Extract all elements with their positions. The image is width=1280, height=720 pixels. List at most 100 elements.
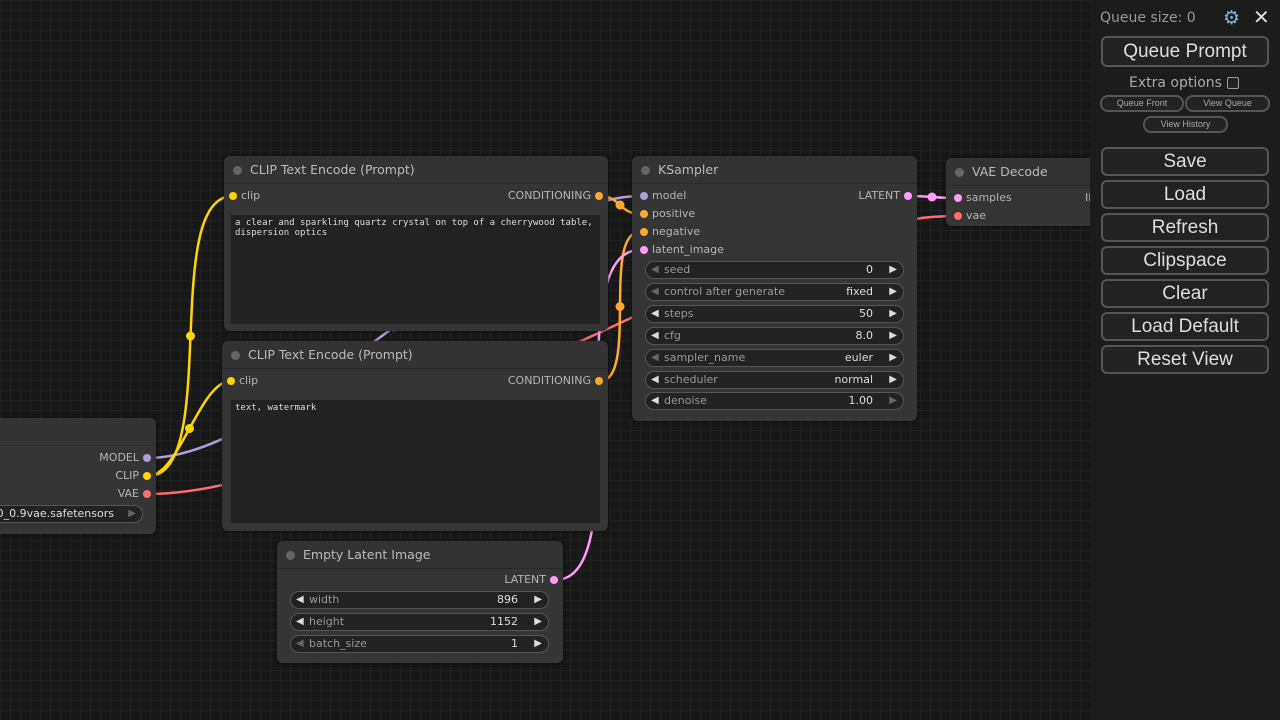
slot-label: clip: [241, 189, 261, 202]
checkpoint-loader-node[interactable]: MODEL CLIP VAE .0_0.9vae.safetensors ▶: [0, 418, 156, 534]
input-negative[interactable]: negative: [635, 225, 700, 239]
input-clip[interactable]: clip: [222, 374, 258, 388]
clipspace-button[interactable]: Clipspace: [1101, 246, 1269, 275]
node-title[interactable]: CLIP Text Encode (Prompt): [222, 341, 608, 369]
widget-denoise[interactable]: ◀ denoise 1.00 ▶: [645, 392, 904, 411]
arrow-right-icon[interactable]: ▶: [889, 285, 897, 297]
node-title[interactable]: Empty Latent Image: [277, 541, 563, 569]
arrow-left-icon[interactable]: ◀: [296, 594, 304, 605]
node-title[interactable]: CLIP Text Encode (Prompt): [224, 156, 608, 184]
output-model[interactable]: MODEL: [99, 451, 156, 465]
save-button[interactable]: Save: [1101, 147, 1269, 176]
input-model[interactable]: model: [635, 189, 686, 203]
widget-control-after-generate[interactable]: ◀ control after generate fixed ▶: [645, 282, 904, 301]
arrow-right-icon[interactable]: ▶: [889, 395, 897, 407]
arrow-left-icon[interactable]: ◀: [296, 616, 304, 627]
extra-options-checkbox[interactable]: [1227, 77, 1239, 89]
output-clip[interactable]: CLIP: [115, 469, 156, 483]
arrow-right-icon[interactable]: ▶: [889, 373, 897, 385]
widget-scheduler[interactable]: ◀ scheduler normal ▶: [645, 370, 904, 389]
widget-batch-size[interactable]: ◀ batch_size 1 ▶: [290, 635, 549, 653]
arrow-right-icon[interactable]: ▶: [128, 508, 136, 519]
extra-options-label: Extra options: [1129, 75, 1222, 91]
arrow-left-icon[interactable]: ◀: [651, 395, 659, 407]
ksampler-node[interactable]: KSampler model positive negative latent_…: [632, 156, 917, 421]
vae-decode-node[interactable]: VAE Decode samples vae IM: [946, 158, 1090, 226]
input-samples[interactable]: samples: [949, 191, 1012, 205]
arrow-right-icon[interactable]: ▶: [534, 616, 542, 627]
refresh-button[interactable]: Refresh: [1101, 213, 1269, 242]
widget-seed[interactable]: ◀ seed 0 ▶: [645, 261, 904, 279]
slot-label: negative: [652, 225, 701, 238]
arrow-left-icon[interactable]: ◀: [296, 638, 304, 649]
input-clip[interactable]: clip: [224, 189, 260, 203]
arrow-right-icon[interactable]: ▶: [889, 264, 897, 275]
widget-sampler-name[interactable]: ◀ sampler_name euler ▶: [645, 348, 904, 367]
view-history-button[interactable]: View History: [1143, 116, 1228, 133]
arrow-left-icon[interactable]: ◀: [651, 307, 659, 319]
output-vae[interactable]: VAE: [118, 487, 156, 501]
clip-text-encode-positive-node[interactable]: CLIP Text Encode (Prompt) clip CONDITION…: [224, 156, 608, 331]
widget-cfg[interactable]: ◀ cfg 8.0 ▶: [645, 326, 904, 345]
output-conditioning[interactable]: CONDITIONING: [508, 189, 608, 203]
clear-button[interactable]: Clear: [1101, 279, 1269, 308]
output-image[interactable]: IM: [1085, 191, 1090, 205]
arrow-right-icon[interactable]: ▶: [534, 638, 542, 649]
input-positive[interactable]: positive: [635, 207, 695, 221]
node-title[interactable]: VAE Decode: [946, 158, 1090, 186]
widget-steps[interactable]: ◀ steps 50 ▶: [645, 304, 904, 323]
arrow-left-icon[interactable]: ◀: [651, 285, 659, 297]
collapse-dot-icon[interactable]: [955, 168, 964, 177]
arrow-left-icon[interactable]: ◀: [651, 329, 659, 341]
widget-value: .0_0.9vae.safetensors: [0, 507, 114, 520]
arrow-right-icon[interactable]: ▶: [534, 594, 542, 605]
prompt-textarea[interactable]: a clear and sparkling quartz crystal on …: [231, 215, 600, 324]
link-center-dot[interactable]: [186, 331, 195, 341]
queue-size: Queue size: 0: [1100, 10, 1196, 26]
input-vae[interactable]: vae: [949, 209, 986, 223]
collapse-dot-icon[interactable]: [233, 166, 242, 175]
link-center-dot[interactable]: [927, 192, 937, 202]
reset-view-button[interactable]: Reset View: [1101, 345, 1269, 374]
slot-label: CONDITIONING: [507, 189, 591, 202]
title-text: CLIP Text Encode (Prompt): [250, 162, 415, 177]
slot-label: positive: [652, 207, 696, 220]
queue-front-button[interactable]: Queue Front: [1100, 95, 1184, 112]
node-title[interactable]: KSampler: [632, 156, 917, 184]
link-center-dot[interactable]: [615, 200, 625, 210]
load-button[interactable]: Load: [1101, 180, 1269, 209]
widget-label: sampler_name: [664, 350, 746, 364]
slot-label: latent_image: [652, 243, 724, 256]
close-icon[interactable]: ✕: [1253, 5, 1270, 29]
ckpt-name-combo[interactable]: .0_0.9vae.safetensors ▶: [0, 505, 143, 523]
arrow-left-icon[interactable]: ◀: [651, 264, 659, 275]
arrow-right-icon[interactable]: ▶: [889, 307, 897, 319]
clip-text-encode-negative-node[interactable]: CLIP Text Encode (Prompt) clip CONDITION…: [222, 341, 608, 531]
arrow-right-icon[interactable]: ▶: [889, 351, 897, 363]
settings-gear-icon[interactable]: ⚙: [1223, 7, 1241, 29]
output-latent[interactable]: LATENT: [504, 573, 563, 587]
link-center-dot[interactable]: [185, 424, 194, 433]
collapse-dot-icon[interactable]: [641, 166, 650, 175]
load-default-button[interactable]: Load Default: [1101, 312, 1269, 341]
arrow-left-icon[interactable]: ◀: [651, 373, 659, 385]
empty-latent-image-node[interactable]: Empty Latent Image LATENT ◀ width 896 ▶ ◀ hei…: [277, 541, 563, 663]
input-latent-image[interactable]: latent_image: [635, 243, 724, 257]
arrow-left-icon[interactable]: ◀: [651, 351, 659, 363]
collapse-dot-icon[interactable]: [286, 551, 295, 560]
menu-panel: Queue size: 0 ⚙ ✕ Queue Prompt Extra opt…: [1090, 0, 1280, 720]
collapse-dot-icon[interactable]: [231, 351, 240, 360]
prompt-textarea[interactable]: text, watermark: [231, 400, 600, 523]
arrow-right-icon[interactable]: ▶: [889, 329, 897, 341]
link-center-dot[interactable]: [615, 302, 625, 311]
graph-canvas[interactable]: MODEL CLIP VAE .0_0.9vae.safetensors ▶ CL…: [0, 0, 1090, 720]
queue-prompt-button[interactable]: Queue Prompt: [1101, 36, 1269, 67]
widget-height[interactable]: ◀ height 1152 ▶: [290, 613, 549, 631]
output-latent[interactable]: LATENT: [858, 189, 917, 203]
slot-label: samples: [966, 191, 1012, 204]
widget-width[interactable]: ◀ width 896 ▶: [290, 591, 549, 609]
widget-value: 50: [859, 306, 873, 320]
widget-value: normal: [834, 372, 873, 386]
output-conditioning[interactable]: CONDITIONING: [508, 374, 608, 388]
view-queue-button[interactable]: View Queue: [1185, 95, 1270, 112]
